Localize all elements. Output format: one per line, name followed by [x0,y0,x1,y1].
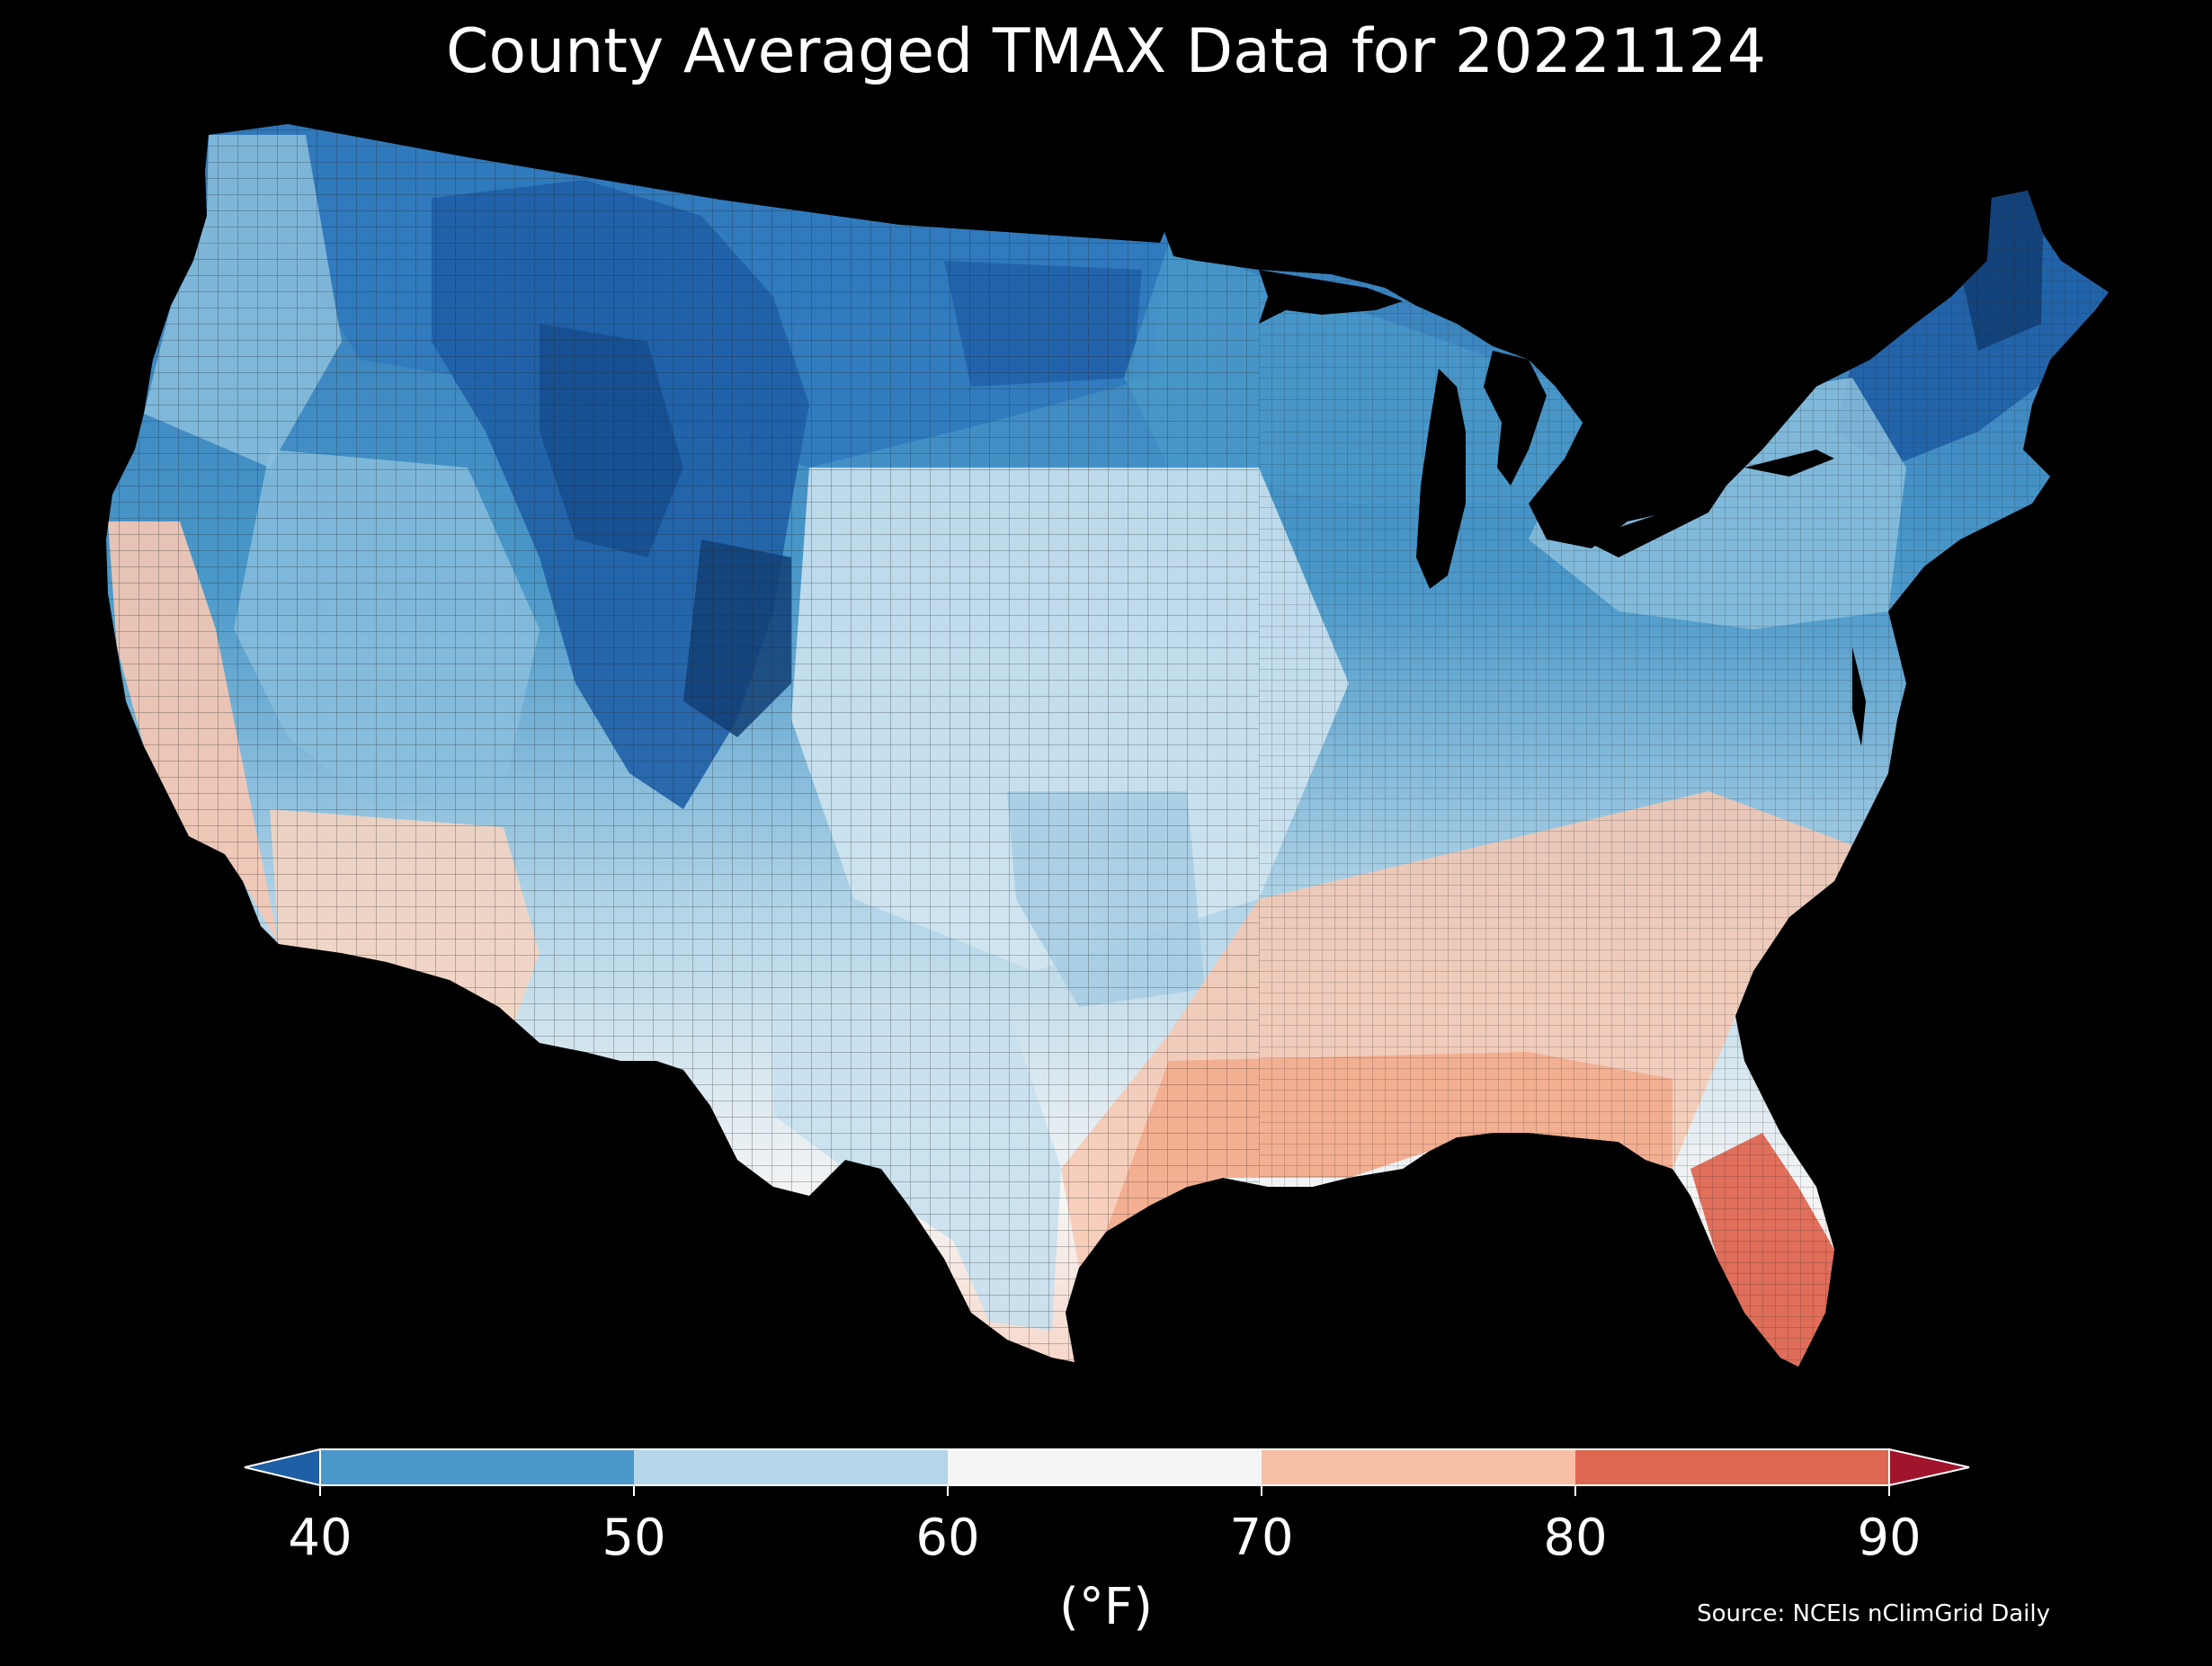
lake-erie [1583,486,1726,557]
map-title: County Averaged TMAX Data for 20221124 [446,16,1766,87]
colorbar-outline [319,1448,1890,1486]
colorbar-bin-60-70 [948,1449,1262,1485]
colorbar-ticks [319,1485,1890,1496]
colorbar-tick-label: 40 [288,1509,352,1567]
lake-ontario [1744,450,1834,477]
colorbar-bin-70-80 [1262,1449,1575,1485]
chesapeake-bay [1852,647,1866,746]
colorbar-bin-80-90 [1575,1449,1889,1485]
colorbar-bin-40-50 [320,1449,634,1485]
colorbar-tick-label: 70 [1229,1509,1294,1567]
colorbar-tick-label: 80 [1543,1509,1608,1567]
colorbar-tick-label: 50 [602,1509,666,1567]
colorbar-over-arrow [1888,1448,1970,1487]
lake-michigan [1416,369,1466,589]
colorbar-units-label: (°F) [1059,1578,1153,1636]
colorbar-tick-label: 60 [915,1509,980,1567]
colorbar-under-arrow [244,1448,321,1487]
source-note: Source: NCEIs nClimGrid Daily [1697,1600,2050,1627]
colorbar-bin-50-60 [634,1449,948,1485]
lake-huron [1484,351,1547,486]
colorbar-tick-label: 90 [1857,1509,1922,1567]
lake-superior [1259,270,1403,324]
